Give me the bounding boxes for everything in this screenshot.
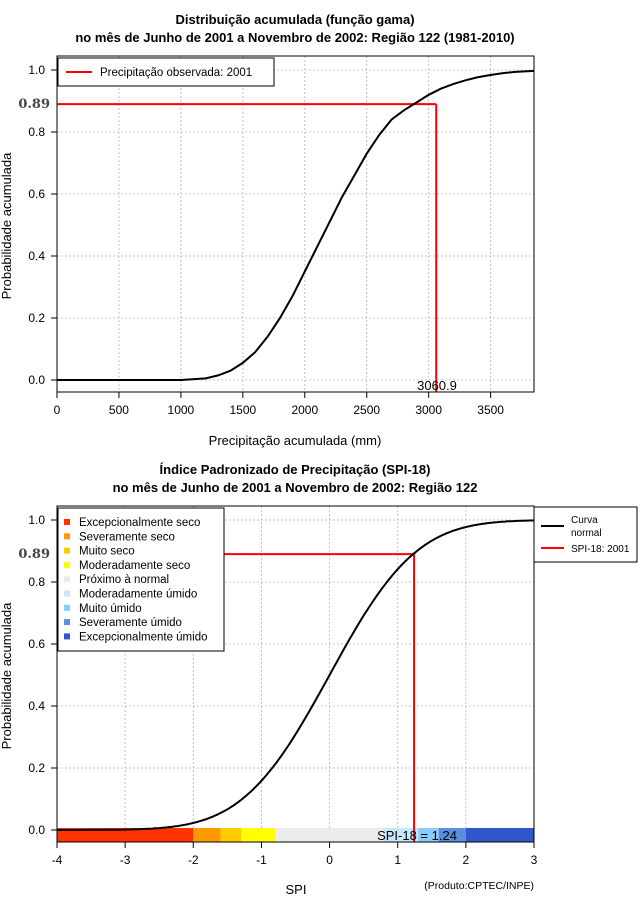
c2-x-tick-label: -3 (120, 853, 131, 867)
chart2-title: Índice Padronizado de Precipitação (SPI-… (160, 462, 431, 477)
chart2-y-axis-label: Probabilidade acumulada (0, 602, 14, 749)
chart2-category-label: Moderadamente seco (79, 560, 190, 572)
c2-x-tick-label: 1 (394, 853, 401, 867)
chart2-category-legend: Excepcionalmente seco Severamente seco Mui… (57, 507, 225, 652)
c2-x-tick-label: -1 (256, 853, 267, 867)
chart2-subtitle: no mês de Junho de 2001 a Novembro de 20… (113, 480, 478, 495)
chart2-marker-x-label: SPI-18 = 1.24 (377, 828, 457, 843)
chart2-color-band (384, 828, 419, 842)
chart1-marker-y-label: 0.89 (18, 97, 50, 112)
chart2-color-band (418, 828, 439, 842)
c1-x-tick-label: 2000 (291, 403, 318, 417)
chart2-color-band (240, 828, 276, 842)
c1-x-tick-label: 1000 (168, 403, 195, 417)
c1-x-tick-label: 0 (54, 403, 61, 417)
chart2-category-swatch (64, 519, 70, 525)
chart2-color-band (275, 828, 385, 842)
chart2-category-label: Excepcionalmente úmido (79, 631, 208, 643)
chart2-category-swatch (64, 633, 70, 640)
c2-y-tick-label: 0.4 (28, 699, 45, 713)
chart2-marker-y-label: 0.89 (18, 547, 50, 562)
chart1-y-axis-label: Probabilidade acumulada (0, 152, 14, 299)
chart2-category-swatch (64, 561, 70, 568)
c2-series-line (57, 519, 535, 831)
chart2-x-ticks: -4 -3 -2 -1 0 1 2 3 (52, 842, 538, 867)
chart2-color-band (57, 828, 194, 842)
chart2-y-ticks: 0.0 0.2 0.4 0.6 0.8 1.0 (28, 513, 57, 837)
c2-x-tick-label: -4 (52, 853, 63, 867)
chart2-category-swatch (64, 619, 70, 626)
chart2-x-axis-label: SPI (286, 882, 307, 897)
c1-y-tick-label: 1.0 (28, 63, 45, 77)
c1-y-tick-label: 0.8 (28, 125, 45, 139)
c1-y-tick-label: 0.0 (28, 373, 45, 387)
c2-x-tick-label: 0 (326, 853, 333, 867)
c2-x-tick-label: 2 (463, 853, 470, 867)
chart1-legend-label: Precipitação observada: 2001 (100, 67, 252, 79)
c1-x-tick-label: 3500 (477, 403, 504, 417)
c1-y-tick-label: 0.6 (28, 187, 45, 201)
chart1-title: Distribuição acumulada (função gama) (175, 12, 414, 27)
chart1-marker (57, 103, 438, 392)
chart2-line-legend: Curva normal SPI-18: 2001 (533, 506, 638, 563)
chart2-category-swatch (64, 576, 70, 583)
chart2-legend-normal-label-line1: Curva (571, 515, 598, 526)
chart1-y-ticks: 0.0 0.2 0.4 0.6 0.8 1.0 (28, 63, 57, 387)
c2-y-tick-label: 0.0 (28, 823, 45, 837)
c1-y-tick-label: 0.2 (28, 311, 45, 325)
chart2-category-label: Muito úmido (79, 603, 142, 615)
chart1-series (57, 69, 535, 381)
credit-text: (Produto:CPTEC/INPE) (424, 880, 534, 892)
chart1-marker-x-label: 3060.9 (417, 378, 457, 393)
chart2-category-label: Muito seco (79, 546, 135, 558)
chart2-color-band (438, 828, 466, 842)
chart1-subtitle: no mês de Junho de 2001 a Novembro de 20… (75, 30, 514, 45)
chart2-category-swatch (64, 547, 70, 554)
c2-y-tick-label: 0.6 (28, 637, 45, 651)
chart2-plot-frame (56, 505, 535, 843)
c1-x-tick-label: 500 (109, 403, 129, 417)
c2-x-tick-label: -2 (188, 853, 199, 867)
chart1-legend: Precipitação observada: 2001 (57, 57, 275, 87)
chart2-color-band (193, 828, 221, 842)
chart2-category-label: Moderadamente úmido (79, 589, 197, 601)
chart2-category-label: Severamente seco (79, 531, 175, 543)
c2-y-tick-label: 0.8 (28, 575, 45, 589)
chart2-category-legend-box (57, 507, 225, 652)
chart2-legend-normal-label-line2: normal (571, 528, 602, 539)
chart1-plot-frame (56, 55, 535, 393)
chart1-legend-box (57, 57, 275, 87)
chart2-category-label: Severamente úmido (79, 617, 182, 629)
chart1-x-axis-label: Precipitação acumulada (mm) (209, 433, 382, 448)
chart2-category-label: Próximo à normal (79, 574, 169, 586)
chart2-series (57, 519, 535, 831)
c1-series-line (57, 69, 535, 381)
chart2-color-band (465, 828, 534, 842)
c1-y-tick-label: 0.4 (28, 249, 45, 263)
chart2-color-band (220, 828, 241, 842)
chart-spi: Índice Padronizado de Precipitação (SPI-… (0, 462, 638, 897)
chart1-grid (56, 56, 534, 392)
chart2-category-swatch (64, 590, 70, 597)
c2-x-tick-label: 3 (531, 853, 538, 867)
c1-x-tick-label: 3000 (415, 403, 442, 417)
chart2-category-swatch (64, 533, 70, 540)
c2-y-tick-label: 1.0 (28, 513, 45, 527)
c2-y-tick-label: 0.2 (28, 761, 45, 775)
chart-cumulative-gamma: Distribuição acumulada (função gama) no … (0, 12, 535, 448)
c1-x-tick-label: 1500 (229, 403, 256, 417)
chart2-category-label: Excepcionalmente seco (79, 517, 200, 529)
c1-x-tick-label: 2500 (353, 403, 380, 417)
chart2-line-legend-box (533, 506, 638, 563)
chart2-category-swatch (64, 604, 70, 611)
chart1-x-ticks: 0 500 1000 1500 2000 2500 3000 3500 (54, 392, 504, 417)
chart2-color-bands (57, 828, 534, 842)
chart2-legend-spi-label: SPI-18: 2001 (571, 544, 630, 555)
